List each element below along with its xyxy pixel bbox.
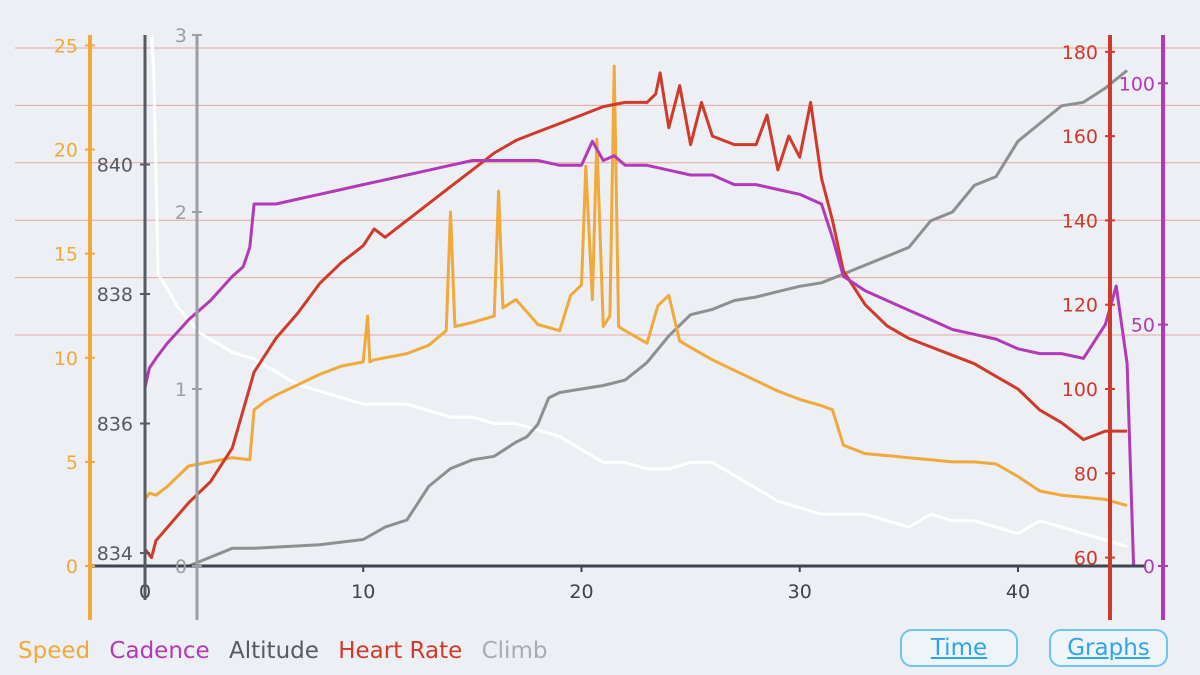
speed-tick-label: 10: [54, 348, 78, 370]
heart-rate-tick-label: 140: [1062, 210, 1098, 232]
legend-heart-rate: Heart Rate: [338, 638, 463, 664]
series-line-heart-rate: [143, 71, 1128, 560]
series-line-cadence: [143, 139, 1136, 567]
heart-rate-tick-label: 60: [1074, 548, 1098, 570]
speed-tick-label: 5: [66, 452, 78, 474]
series-line-altitude: [150, 34, 1128, 549]
graphs-button[interactable]: Graphs: [1049, 629, 1168, 667]
speed-tick-label: 25: [54, 35, 78, 57]
x-tick-label: 10: [351, 581, 375, 603]
gridlines: [15, 47, 1200, 336]
legend-climb: Climb: [481, 638, 548, 664]
x-tick-label: 40: [1006, 581, 1030, 603]
heart-rate-tick-label: 120: [1062, 295, 1098, 317]
climb-tick-label: 0: [175, 556, 187, 578]
heart-rate-tick-label: 160: [1062, 126, 1098, 148]
legend-cadence: Cadence: [109, 638, 210, 664]
heart-rate-tick-label: 100: [1062, 379, 1098, 401]
x-tick-label: 20: [569, 581, 593, 603]
series-line-speed: [143, 64, 1128, 508]
legend-speed: Speed: [18, 638, 91, 664]
altitude-tick-label: 838: [97, 284, 133, 306]
heart-rate-tick-label: 180: [1062, 42, 1098, 64]
series-lines: [143, 34, 1136, 568]
cadence-tick-label: 0: [1143, 556, 1155, 578]
x-tick-label: 30: [788, 581, 812, 603]
altitude-tick-label: 836: [97, 414, 133, 436]
speed-tick-label: 0: [66, 556, 78, 578]
legend: Speed Cadence Altitude Heart Rate Climb: [18, 638, 559, 664]
climb-tick-label: 2: [175, 202, 187, 224]
altitude-tick-label: 840: [97, 155, 133, 177]
speed-tick-label: 20: [54, 140, 78, 162]
heart-rate-tick-label: 80: [1074, 463, 1098, 485]
cadence-tick-label: 50: [1131, 315, 1155, 337]
time-button[interactable]: Time: [900, 629, 1018, 667]
legend-altitude: Altitude: [229, 638, 319, 664]
climb-tick-label: 1: [175, 379, 187, 401]
series-line-climb: [145, 69, 1129, 568]
cadence-tick-label: 100: [1119, 73, 1155, 95]
axes: 0 10 20 30 40 0 5 10 15 20 25 834 836 838 840 0 1 2 3 60 80 1…: [54, 25, 1168, 620]
altitude-tick-label: 834: [97, 543, 133, 565]
speed-tick-label: 15: [54, 244, 78, 266]
climb-tick-label: 3: [175, 25, 187, 47]
